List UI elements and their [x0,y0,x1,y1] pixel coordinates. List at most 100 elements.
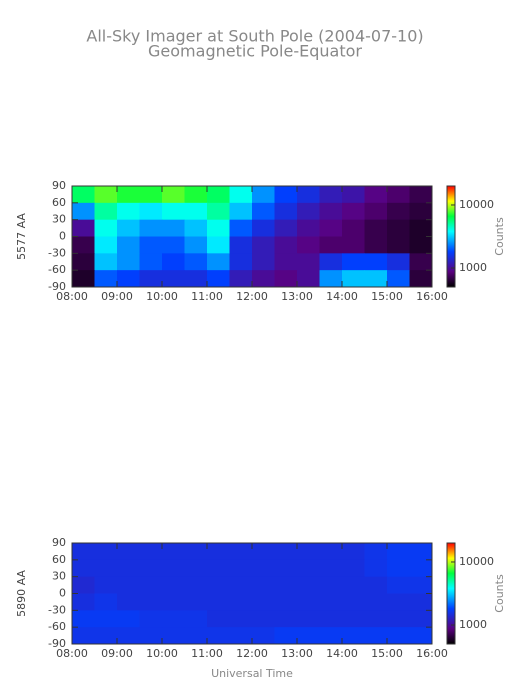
heat-cell [94,186,118,204]
heat-cell [364,219,388,237]
heat-cell [184,576,208,594]
heat-cell [274,610,298,628]
heat-cell [364,202,388,221]
heat-cell [229,610,253,628]
heat-cell [229,219,253,237]
heat-cell [229,186,253,204]
heat-cell [229,559,253,578]
x-tick-label: 16:00 [416,647,448,660]
heat-cell [139,610,163,628]
heat-cell [364,559,388,578]
x-tick-label: 10:00 [146,290,178,303]
heat-cell [252,559,275,578]
heat-cell [409,253,433,271]
y-tick-label: 90 [52,179,66,192]
heat-cell [274,186,298,204]
heat-cell [252,627,275,645]
x-tick-label: 12:00 [236,290,268,303]
colorbar-label: Counts [493,217,506,256]
heat-cell [252,253,275,271]
heat-cell [409,593,433,611]
y-tick-label: 60 [52,196,66,209]
heat-cell [117,186,140,204]
heat-cell [297,253,320,271]
heat-cell [274,559,298,578]
heat-cell [117,270,140,288]
heat-cell [184,236,208,254]
heat-cell [72,627,95,645]
y-tick-label: -90 [48,280,66,293]
colorbar-tick-label: 1000 [459,618,487,631]
heat-cell [364,610,388,628]
heat-cell [184,186,208,204]
heat-cell [162,576,185,594]
heat-cell [409,270,433,288]
heat-cell [274,543,298,561]
heat-cell [409,202,433,221]
heat-cell [409,543,433,561]
heat-cell [297,576,320,594]
heat-cell [364,543,388,561]
colorbar-tick-label: 10000 [459,198,494,211]
heat-cell [184,270,208,288]
heat-cell [409,219,433,237]
heat-cell [207,610,230,628]
heat-cell [319,610,343,628]
x-tick-label: 14:00 [326,290,358,303]
heat-cell [139,593,163,611]
heat-cell [94,576,118,594]
heat-cell [252,219,275,237]
heat-cell [162,627,185,645]
heat-cell [94,202,118,221]
heat-cell [94,593,118,611]
heat-cell [297,219,320,237]
heat-cell [387,253,410,271]
heat-cell [342,270,365,288]
x-tick-label: 08:00 [56,647,88,660]
heat-cell [409,236,433,254]
heat-cell [229,236,253,254]
heat-cell [364,270,388,288]
heat-cell [117,576,140,594]
x-tick-label: 13:00 [281,290,313,303]
heat-cell [387,219,410,237]
heat-cell [229,202,253,221]
heat-cell [319,236,343,254]
heat-cell [387,236,410,254]
heat-cell [94,270,118,288]
heat-cell [162,253,185,271]
heat-cell [72,559,95,578]
heat-cell [162,236,185,254]
heat-cell [139,219,163,237]
heat-cell [252,593,275,611]
x-tick-label: 10:00 [146,647,178,660]
heat-cell [387,627,410,645]
heat-cell [72,576,95,594]
heat-cell [342,186,365,204]
heat-cell [184,593,208,611]
heat-cell [319,219,343,237]
heat-cell [117,219,140,237]
heat-cell [207,593,230,611]
heat-cell [72,270,95,288]
heat-cell [274,576,298,594]
y-tick-label: 30 [52,213,66,226]
heat-cell [319,543,343,561]
heat-cell [207,219,230,237]
heat-cell [117,253,140,271]
x-tick-label: 11:00 [191,290,223,303]
heat-cell [72,202,95,221]
x-tick-label: 08:00 [56,290,88,303]
heat-cell [387,186,410,204]
heat-cell [72,219,95,237]
heat-cell [94,627,118,645]
heat-cell [319,559,343,578]
y-tick-label: 0 [59,230,66,243]
heat-cell [297,202,320,221]
y-tick-label: -60 [48,263,66,276]
heat-cell [72,610,95,628]
y-tick-label: 90 [52,536,66,549]
heat-cell [207,576,230,594]
heat-cell [342,593,365,611]
